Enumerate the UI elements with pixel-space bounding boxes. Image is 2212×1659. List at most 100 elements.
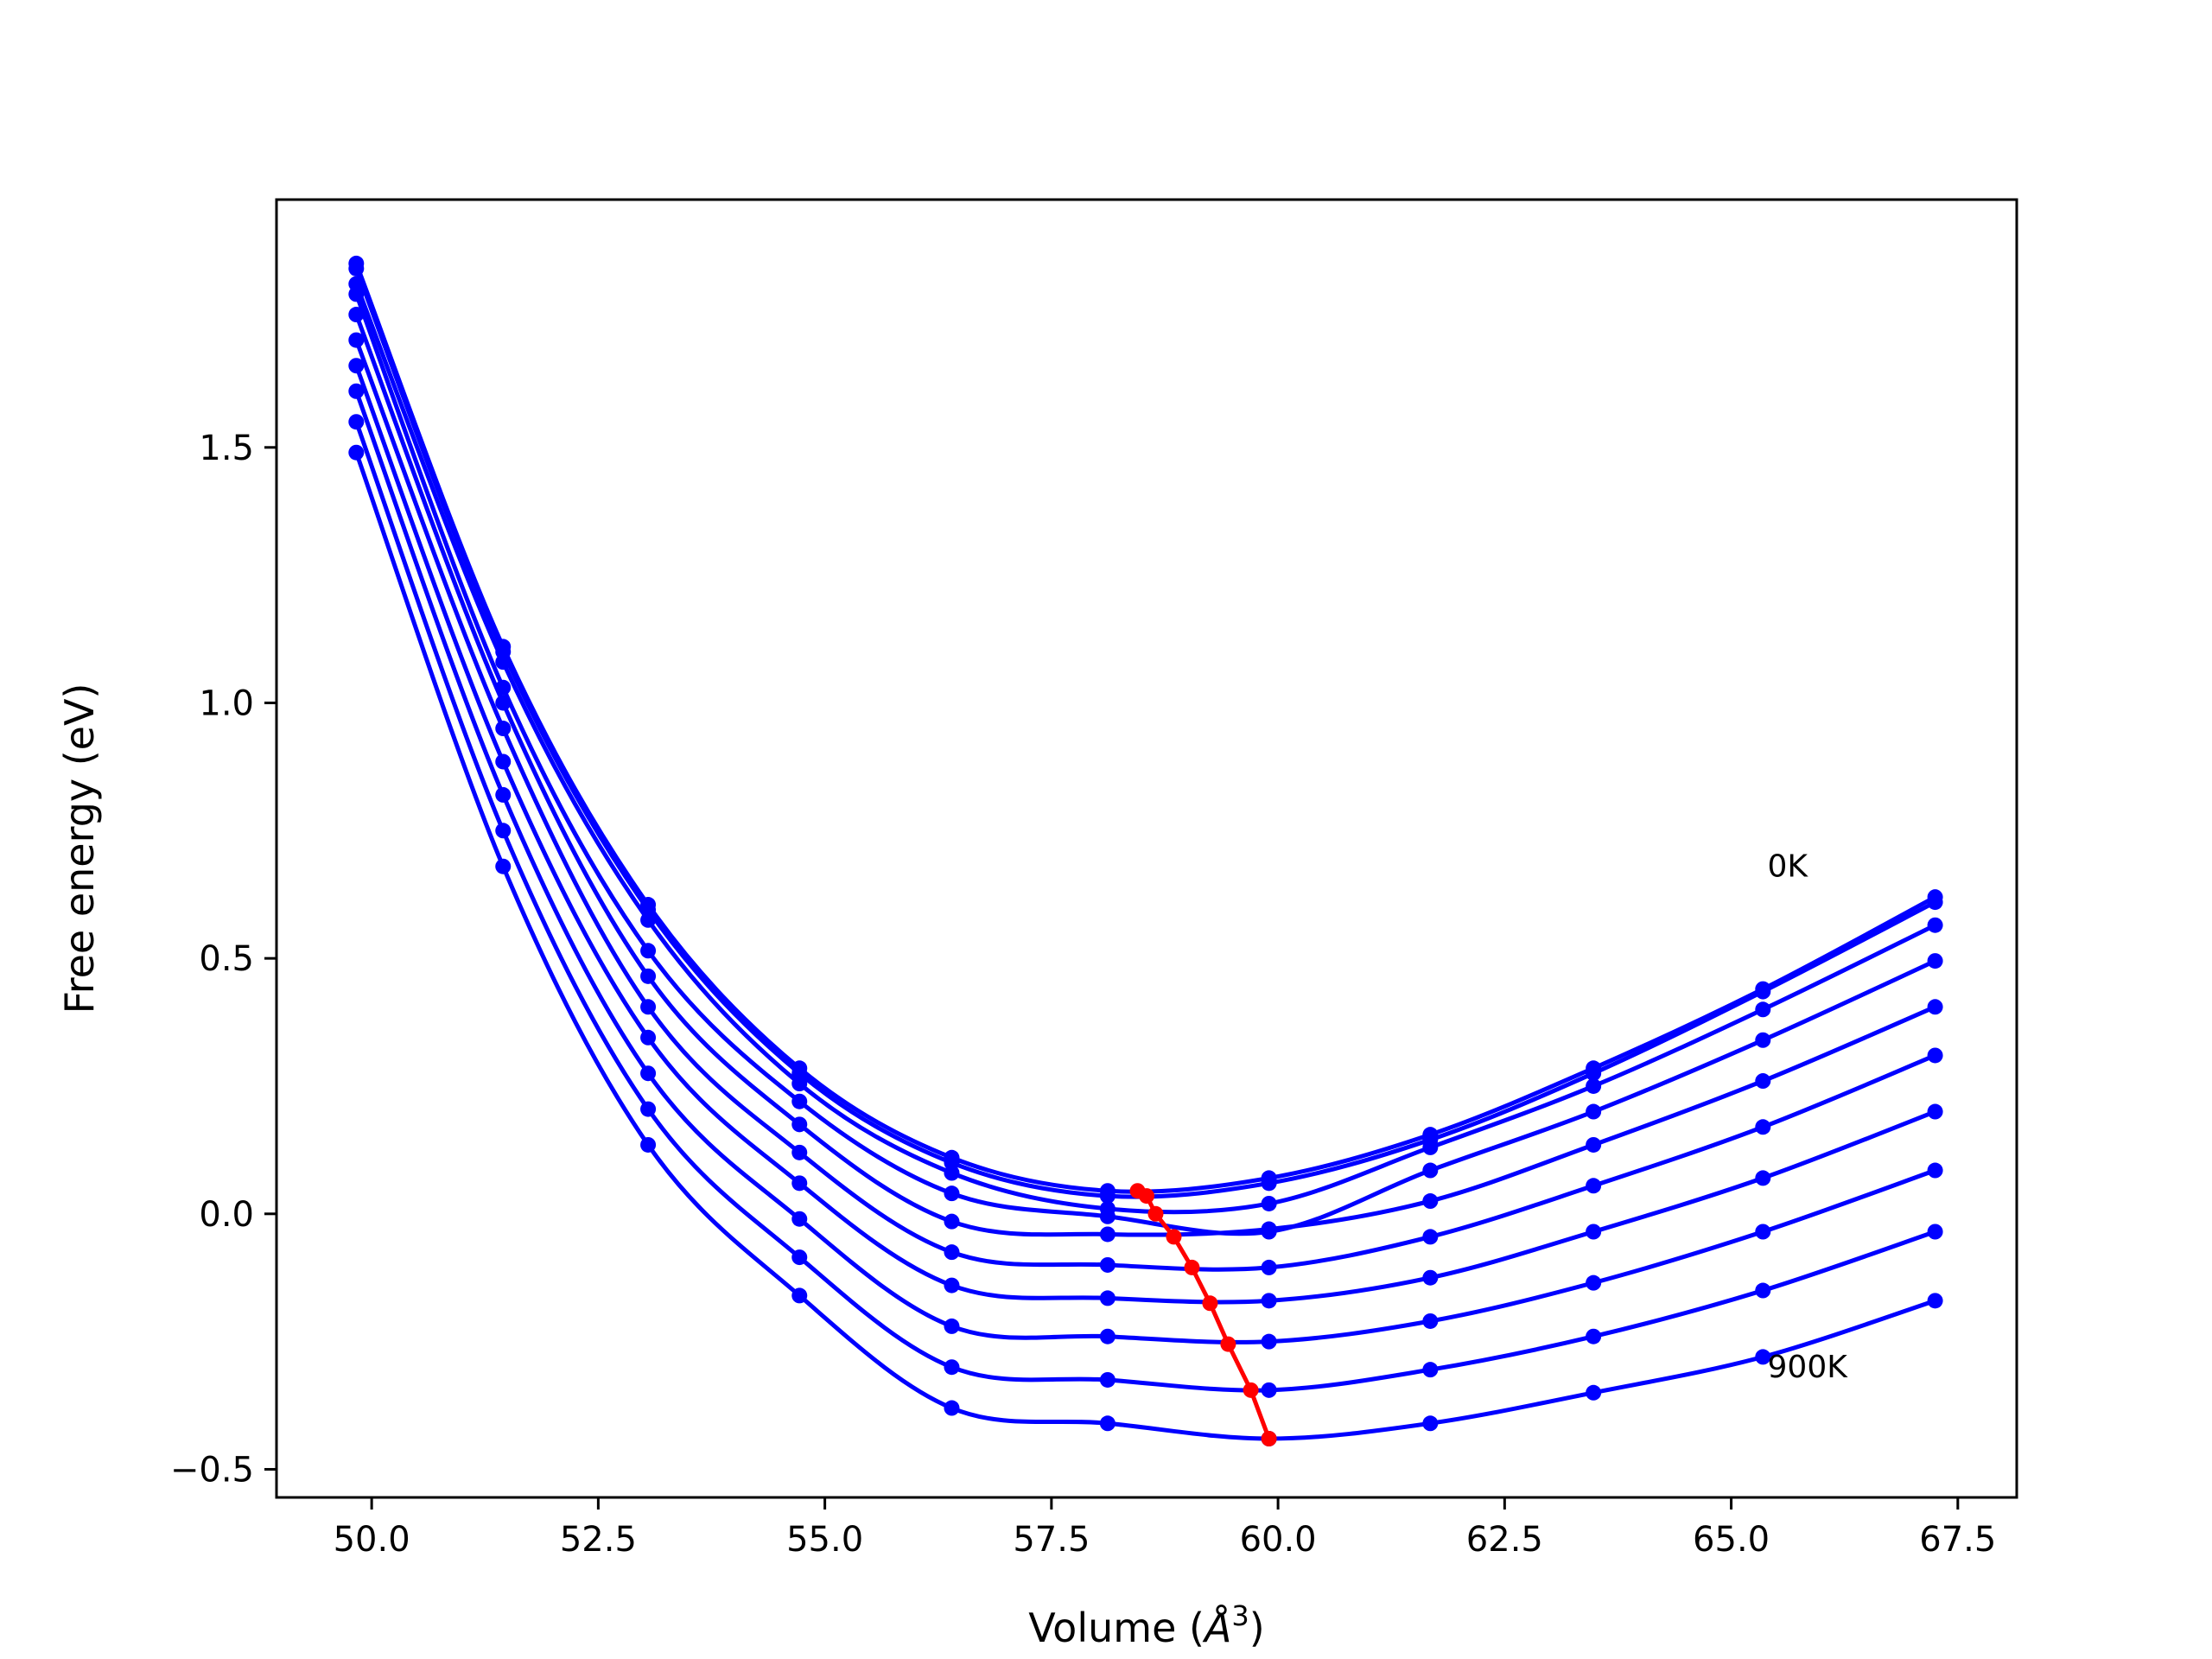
x-tick-label-6: 65.0: [1693, 1520, 1770, 1560]
series-5-point-10: [1927, 1047, 1943, 1064]
series-2-point-6: [1261, 1195, 1277, 1211]
series-6-point-10: [1927, 1103, 1943, 1120]
series-6-point-4: [944, 1277, 960, 1294]
series-4-point-9: [1755, 1073, 1771, 1090]
series-8-point-2: [640, 1101, 657, 1117]
series-line-1: [353, 267, 1936, 1199]
series-line-4: [353, 314, 1936, 1237]
series-7-point-1: [495, 786, 512, 803]
y-tick-label-1: 0.0: [199, 1195, 254, 1235]
series-1-point-0: [348, 260, 365, 276]
minimum-point-4: [1184, 1259, 1200, 1275]
series-3-point-7: [1422, 1162, 1439, 1179]
series-4-point-1: [495, 695, 512, 711]
y-tick-label-2: 0.5: [199, 939, 254, 979]
series-3-point-2: [640, 943, 657, 959]
series-4-point-7: [1422, 1193, 1439, 1210]
series-5-point-2: [640, 999, 657, 1015]
series-2-point-2: [640, 912, 657, 928]
x-axis-ticks: 50.0 52.5 55.0 57.5 60.0 62.5 65.0 67.5: [334, 1497, 1996, 1560]
series-7-point-0: [348, 383, 365, 399]
series-line-0: [353, 263, 1936, 1194]
minimum-point-7: [1243, 1382, 1259, 1398]
series-line-5: [353, 339, 1936, 1272]
y-tick-label-3: 1.0: [199, 683, 254, 723]
series-3-point-9: [1755, 1032, 1771, 1048]
series-8-point-8: [1586, 1328, 1602, 1344]
series-line-3: [353, 293, 1936, 1236]
series-9-point-4: [944, 1400, 960, 1416]
series-7-point-3: [791, 1211, 808, 1227]
series-2-point-9: [1755, 1001, 1771, 1018]
series-4-point-5: [1099, 1226, 1116, 1243]
series-5-point-5: [1099, 1256, 1116, 1273]
series-7-point-4: [944, 1318, 960, 1334]
series-4-point-0: [348, 307, 365, 323]
series-4-point-8: [1586, 1136, 1602, 1153]
series-6-point-2: [640, 1029, 657, 1046]
series-8-point-5: [1099, 1371, 1116, 1388]
series-5-point-7: [1422, 1229, 1439, 1245]
annotations: 0K 900K: [1768, 849, 1849, 1386]
series-5-point-1: [495, 721, 512, 737]
series-5-point-0: [348, 332, 365, 348]
minimum-point-1: [1139, 1188, 1154, 1205]
series-8-point-9: [1755, 1282, 1771, 1299]
series-4-point-10: [1927, 999, 1943, 1015]
y-tick-label-0: −0.5: [170, 1450, 254, 1490]
minimum-point-3: [1166, 1229, 1182, 1245]
minimum-point-2: [1147, 1205, 1164, 1222]
x-tick-label-0: 50.0: [334, 1520, 410, 1560]
y-axis-ticks: −0.5 0.0 0.5 1.0 1.5: [170, 429, 276, 1490]
series-5-point-8: [1586, 1178, 1602, 1194]
x-tick-label-3: 57.5: [1013, 1520, 1090, 1560]
annotation-0: 0K: [1768, 849, 1809, 885]
series-9-point-5: [1099, 1415, 1116, 1432]
series-2-point-4: [944, 1165, 960, 1181]
series-8-point-1: [495, 823, 512, 839]
series-8-point-4: [944, 1359, 960, 1376]
series-line-7: [353, 390, 1936, 1344]
series-4-point-3: [791, 1116, 808, 1133]
series-6-point-1: [495, 753, 512, 770]
minimum-point-5: [1202, 1295, 1218, 1312]
series-3-point-10: [1927, 953, 1943, 969]
series-2-point-3: [791, 1076, 808, 1092]
series-3-point-4: [944, 1185, 960, 1202]
series-1-point-6: [1261, 1175, 1277, 1192]
series-9-point-3: [791, 1287, 808, 1304]
series-8-point-6: [1261, 1382, 1277, 1398]
x-tick-label-5: 62.5: [1466, 1520, 1543, 1560]
series-5-point-9: [1755, 1119, 1771, 1135]
series-2-point-8: [1586, 1077, 1602, 1094]
series-9-point-8: [1586, 1384, 1602, 1401]
series-8-point-3: [791, 1249, 808, 1266]
series-9-point-2: [640, 1136, 657, 1153]
curves-layer: [348, 255, 1943, 1446]
series-6-point-6: [1261, 1293, 1277, 1309]
series-2-point-10: [1927, 917, 1943, 933]
series-6-point-5: [1099, 1290, 1116, 1306]
series-4-point-6: [1261, 1221, 1277, 1237]
series-8-point-7: [1422, 1362, 1439, 1378]
series-6-point-3: [791, 1175, 808, 1192]
series-5-point-3: [791, 1144, 808, 1160]
series-7-point-8: [1586, 1274, 1602, 1291]
series-9-point-1: [495, 858, 512, 874]
series-7-point-10: [1927, 1162, 1943, 1179]
series-9-point-9: [1755, 1349, 1771, 1365]
series-8-point-0: [348, 414, 365, 430]
series-1-point-5: [1099, 1188, 1116, 1205]
minimum-point-6: [1220, 1336, 1236, 1352]
series-8-point-10: [1927, 1224, 1943, 1240]
series-5-point-6: [1261, 1259, 1277, 1275]
minimum-point-8: [1261, 1431, 1277, 1446]
series-7-point-5: [1099, 1328, 1116, 1344]
series-3-point-0: [348, 286, 365, 302]
series-6-point-7: [1422, 1269, 1439, 1286]
annotation-1: 900K: [1768, 1350, 1849, 1385]
series-3-point-8: [1586, 1103, 1602, 1120]
x-tick-label-1: 52.5: [560, 1520, 637, 1560]
series-2-point-7: [1422, 1139, 1439, 1155]
